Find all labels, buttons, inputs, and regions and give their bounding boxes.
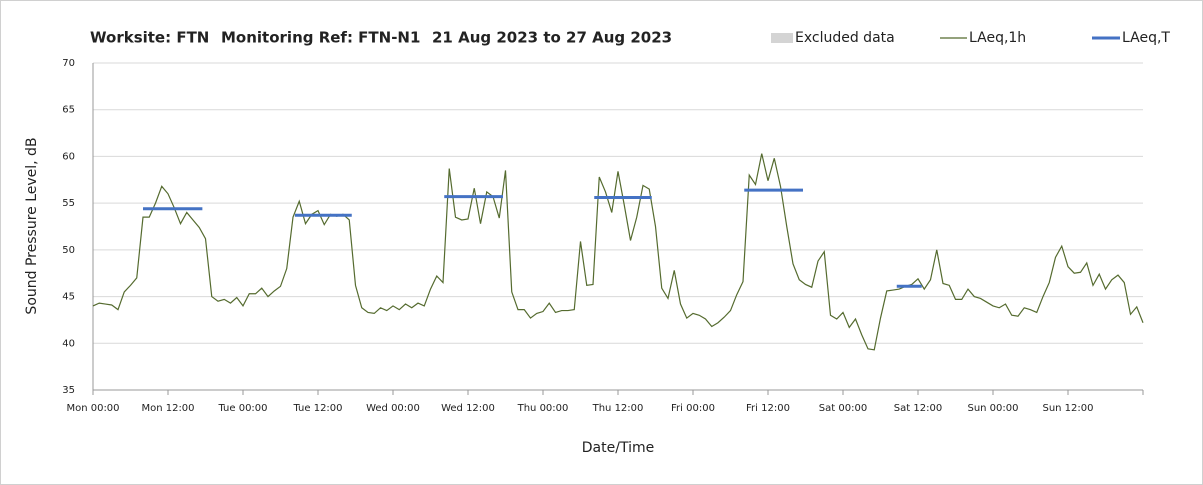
x-tick-label: Sat 00:00 (819, 403, 867, 414)
legend-laeq-t-label: LAeq,T (1122, 30, 1170, 46)
x-tick-label: Wed 00:00 (366, 403, 420, 414)
x-tick-label: Sun 00:00 (967, 403, 1018, 414)
y-tick-label: 55 (62, 198, 75, 209)
y-tick-label: 60 (62, 151, 75, 162)
x-tick-label: Sun 12:00 (1042, 403, 1093, 414)
x-tick-label: Tue 00:00 (217, 403, 267, 414)
y-tick-label: 50 (62, 245, 75, 256)
legend-laeq-1h-label: LAeq,1h (969, 30, 1026, 46)
y-tick-label: 70 (62, 58, 75, 69)
legend-excluded-label: Excluded data (795, 30, 895, 46)
y-tick-label: 65 (62, 105, 75, 116)
x-tick-label: Wed 12:00 (441, 403, 495, 414)
x-tick-label: Fri 00:00 (671, 403, 715, 414)
x-tick-label: Tue 12:00 (292, 403, 342, 414)
x-tick-label: Fri 12:00 (746, 403, 790, 414)
title-worksite: Worksite: FTN (90, 29, 209, 47)
x-tick-label: Sat 12:00 (894, 403, 942, 414)
legend-excluded-swatch (771, 33, 793, 43)
laeq-1h-line (92, 153, 1144, 351)
title-ref: Monitoring Ref: FTN-N1 (221, 29, 420, 47)
x-tick-label: Thu 00:00 (517, 403, 569, 414)
x-tick-label: Mon 12:00 (141, 403, 194, 414)
y-tick-label: 45 (62, 292, 75, 303)
x-tick-label: Mon 00:00 (66, 403, 119, 414)
y-tick-label: 40 (62, 338, 75, 349)
title-dates: 21 Aug 2023 to 27 Aug 2023 (432, 29, 672, 47)
x-tick-label: Thu 12:00 (592, 403, 644, 414)
x-axis-label: Date/Time (582, 440, 654, 456)
y-tick-label: 35 (62, 385, 75, 396)
y-axis-label: Sound Pressure Level, dB (24, 137, 40, 314)
